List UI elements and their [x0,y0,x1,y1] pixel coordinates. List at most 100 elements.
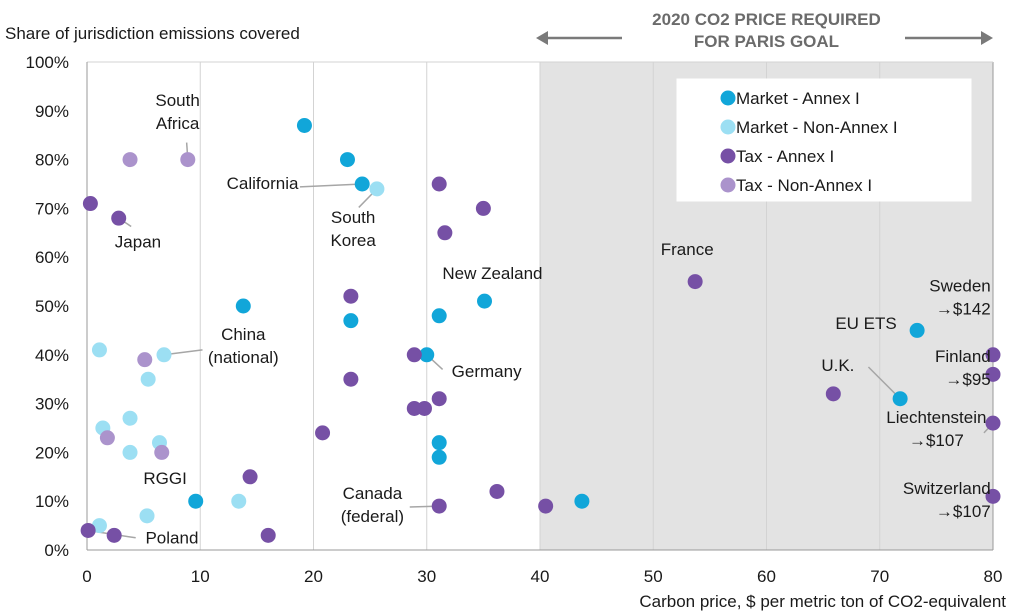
point-tax-annex-i [111,210,127,226]
y-tick-label: 10% [35,492,69,511]
banner-arrow-left-head [536,31,548,45]
data-points [80,117,1001,543]
point-tax-annex-i [343,371,359,387]
point-market-non-annex-i [369,181,385,197]
y-tick-label: 50% [35,297,69,316]
point-tax-annex-i [406,347,422,363]
legend-marker [720,177,736,193]
point-tax-non-annex-i [154,444,170,460]
annotation-label: New Zealand [442,264,542,283]
point-market-annex-i [477,293,493,309]
point-tax-annex-i [106,527,122,543]
point-tax-non-annex-i [122,152,138,168]
y-tick-label: 70% [35,199,69,218]
point-tax-annex-i [475,200,491,216]
point-market-annex-i [296,117,312,133]
x-tick-label: 60 [757,567,776,586]
paris-goal-banner: 2020 CO2 PRICE REQUIRED FOR PARIS GOAL [536,10,993,51]
point-tax-annex-i [406,400,422,416]
annotation-label: Canada (federal) [341,484,404,526]
y-axis-title: Share of jurisdiction emissions covered [5,24,300,43]
legend-marker [720,119,736,135]
point-market-non-annex-i [231,493,247,509]
point-tax-annex-i [687,274,703,290]
point-tax-annex-i [538,498,554,514]
x-tick-label: 20 [304,567,323,586]
point-market-annex-i [909,322,925,338]
banner-arrow-right-head [981,31,993,45]
point-market-annex-i [431,308,447,324]
annotation-label: South Korea [330,208,376,250]
point-tax-annex-i [242,469,258,485]
point-tax-annex-i [825,386,841,402]
legend-entry-label: Market - Annex I [736,89,860,108]
point-tax-annex-i [985,415,1001,431]
banner-text: 2020 CO2 PRICE REQUIRED [652,10,881,29]
annotation-leader-line [299,183,363,188]
legend-entry-label: Market - Non-Annex I [736,118,898,137]
annotation-label: U.K. [821,356,854,375]
point-tax-annex-i [80,522,96,538]
x-tick-label: 10 [191,567,210,586]
point-market-non-annex-i [91,342,107,358]
point-market-annex-i [343,313,359,329]
point-tax-annex-i [437,225,453,241]
annotation-labels: South Africa California South Korea Japan New … [115,91,991,548]
x-tick-label: 40 [531,567,550,586]
annotation-label: Japan [115,232,161,251]
point-tax-annex-i [489,483,505,499]
y-tick-label: 30% [35,395,69,414]
x-tick-label: 80 [984,567,1003,586]
x-tick-label: 50 [644,567,663,586]
y-tick-label: 20% [35,443,69,462]
point-tax-annex-i [260,527,276,543]
banner-text: FOR PARIS GOAL [694,32,839,51]
y-tick-label: 100% [26,53,69,72]
point-tax-non-annex-i [137,352,153,368]
annotation-label: Switzerland →$107 [903,479,991,521]
annotation-label: Liechtenstein →$107 [886,408,986,450]
legend-entry-label: Tax - Annex I [736,147,834,166]
annotation-label: Sweden →$142 [929,276,990,318]
y-tick-label: 90% [35,102,69,121]
point-market-non-annex-i [122,410,138,426]
axes: 0 10 20 30 40 50 60 70 80 0% 10% 20% 30% 40% 50% 60% 70%… [26,53,1003,586]
point-tax-annex-i [431,391,447,407]
annotation-label: Poland [145,529,198,548]
point-tax-annex-i [315,425,331,441]
x-tick-label: 0 [82,567,91,586]
annotation-label: France [661,240,714,259]
annotation-label: RGGI [143,469,186,488]
annotation-label: South Africa [155,91,199,133]
point-market-annex-i [892,391,908,407]
y-tick-label: 60% [35,248,69,267]
point-market-non-annex-i [156,347,172,363]
point-tax-annex-i [985,347,1001,363]
legend-marker [720,148,736,164]
point-market-annex-i [339,152,355,168]
point-market-annex-i [419,347,435,363]
point-tax-non-annex-i [180,152,196,168]
x-tick-label: 70 [870,567,889,586]
point-market-non-annex-i [139,508,155,524]
annotation-label: China (national) [208,325,279,367]
point-tax-non-annex-i [99,430,115,446]
annotation-label: Germany [452,362,522,381]
point-market-non-annex-i [122,444,138,460]
point-tax-annex-i [985,488,1001,504]
annotation-label: Finland →$95 [935,347,991,389]
annotation-label: California [227,174,299,193]
point-market-non-annex-i [140,371,156,387]
point-tax-annex-i [343,288,359,304]
point-market-annex-i [431,449,447,465]
point-tax-annex-i [431,176,447,192]
point-tax-annex-i [82,196,98,212]
point-market-annex-i [431,435,447,451]
point-market-non-annex-i [91,518,107,534]
y-tick-label: 0% [44,541,69,560]
point-market-annex-i [574,493,590,509]
legend-marker [720,90,736,106]
annotation-label: EU ETS [835,314,896,333]
x-tick-label: 30 [417,567,436,586]
